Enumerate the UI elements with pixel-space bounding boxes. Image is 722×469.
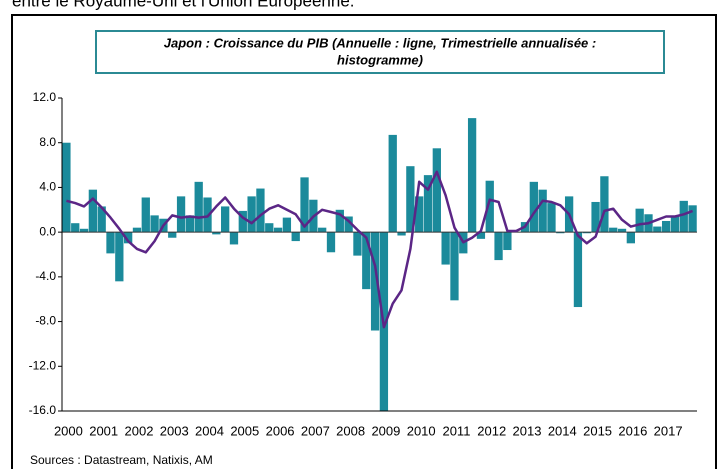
x-tick-label: 2008 [336, 423, 365, 438]
bar [79, 228, 89, 233]
y-tick-label: -16.0 [29, 403, 57, 417]
bar [441, 232, 450, 265]
bar [291, 232, 300, 242]
bar [282, 217, 292, 233]
bar [485, 180, 494, 233]
title-box [95, 30, 665, 74]
bar [653, 226, 662, 233]
bar [88, 189, 98, 233]
bar [221, 206, 230, 233]
bar [617, 228, 627, 233]
x-tick-label: 2006 [266, 423, 295, 438]
bar [679, 200, 688, 233]
x-tick-label: 2014 [548, 423, 577, 438]
y-tick-label: -12.0 [29, 358, 57, 372]
x-tick-label: 2013 [513, 423, 542, 438]
bar [609, 227, 618, 233]
bar [229, 232, 239, 245]
x-tick-label: 2003 [160, 423, 189, 438]
bar [353, 232, 362, 256]
header-text: entre le Royaume-Uni et l'Union Européen… [12, 0, 355, 10]
bar [176, 196, 186, 233]
bar [582, 232, 591, 234]
bar [635, 208, 644, 233]
bar [362, 232, 371, 290]
x-tick-label: 2017 [654, 423, 683, 438]
y-tick-label: 8.0 [39, 135, 56, 149]
bar [150, 215, 159, 233]
bar [600, 176, 609, 233]
bar [432, 148, 441, 233]
chart-title: Japon : Croissance du PIB (Annuelle : li… [164, 35, 596, 50]
bar [661, 220, 671, 233]
bar [132, 227, 142, 233]
bar [415, 196, 424, 233]
bar [335, 209, 344, 233]
y-tick-label: 0.0 [39, 224, 56, 238]
x-tick-label: 2010 [407, 423, 436, 438]
y-tick-label: -4.0 [35, 269, 56, 283]
bar [273, 227, 283, 233]
y-tick-label: 12.0 [33, 90, 57, 104]
bar [141, 197, 150, 233]
bar [326, 232, 336, 253]
bar [397, 232, 406, 236]
bar [467, 118, 477, 233]
bar [388, 134, 397, 233]
x-tick-label: 2007 [301, 423, 330, 438]
bar [370, 232, 380, 331]
bar [406, 166, 415, 233]
bar [185, 215, 195, 233]
bar [688, 205, 697, 233]
bar [423, 175, 433, 233]
bar [538, 189, 547, 233]
x-tick-label: 2000 [54, 423, 83, 438]
bar [194, 181, 203, 233]
x-tick-label: 2016 [618, 423, 647, 438]
bar [670, 216, 680, 233]
source: Sources : Datastream, Natixis, AM [30, 453, 213, 467]
bar [476, 232, 486, 239]
bar [106, 232, 115, 254]
bar [503, 232, 512, 251]
bar [115, 232, 124, 282]
bar [238, 210, 247, 233]
bar [97, 206, 106, 233]
bar [450, 232, 459, 301]
bar [62, 142, 71, 233]
bar [300, 177, 309, 233]
chart-title: histogramme) [337, 52, 423, 67]
bar [256, 188, 265, 233]
bar [494, 232, 503, 261]
bar [573, 232, 583, 308]
bar [247, 196, 256, 233]
bar [344, 216, 353, 233]
x-tick-label: 2012 [477, 423, 506, 438]
bar [265, 223, 274, 233]
x-tick-label: 2009 [371, 423, 400, 438]
x-tick-label: 2015 [583, 423, 612, 438]
y-tick-label: -8.0 [35, 314, 56, 328]
x-tick-label: 2005 [230, 423, 259, 438]
x-tick-label: 2011 [442, 423, 470, 438]
bar [556, 232, 565, 234]
bar [168, 232, 177, 238]
bar [529, 181, 538, 233]
bar [124, 232, 133, 244]
x-tick-label: 2002 [125, 423, 154, 438]
bar [626, 232, 635, 244]
line [66, 170, 694, 329]
y-tick-label: 4.0 [39, 180, 56, 194]
bar [591, 201, 600, 233]
x-tick-label: 2001 [89, 423, 118, 438]
x-tick-label: 2004 [195, 423, 224, 438]
bar [318, 227, 327, 233]
bar [71, 223, 80, 233]
bar [547, 203, 556, 233]
bar [212, 232, 221, 235]
